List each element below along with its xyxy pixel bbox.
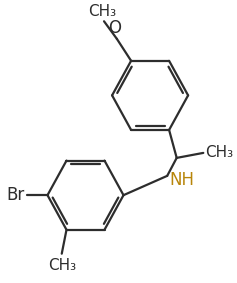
- Text: O: O: [109, 19, 121, 37]
- Text: CH₃: CH₃: [205, 145, 233, 160]
- Text: Br: Br: [6, 186, 25, 204]
- Text: CH₃: CH₃: [88, 4, 116, 19]
- Text: CH₃: CH₃: [48, 258, 76, 273]
- Text: NH: NH: [169, 171, 194, 189]
